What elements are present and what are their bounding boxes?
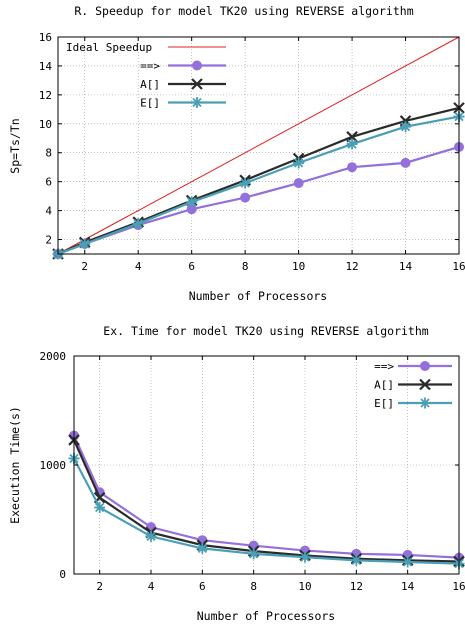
- data-point: [145, 530, 157, 542]
- legend-marker: [191, 97, 203, 108]
- legend-label: E[]: [374, 397, 394, 410]
- series-line-0: [72, 435, 460, 559]
- legend-entry: ==>: [374, 360, 452, 373]
- x-tick-label: 2: [96, 580, 103, 593]
- data-point: [347, 162, 358, 173]
- y-tick-label: 4: [45, 205, 52, 218]
- speedup-chart-series: [52, 36, 465, 260]
- x-tick-label: 8: [242, 260, 249, 273]
- x-tick-label: 10: [292, 260, 305, 273]
- legend-label: E[]: [140, 97, 160, 110]
- x-tick-label: 16: [452, 580, 465, 593]
- speedup-chart-title: R. Speedup for model TK20 using REVERSE …: [74, 4, 413, 18]
- exectime-chart-series: [68, 430, 465, 570]
- x-tick-label: 12: [350, 580, 363, 593]
- legend-label: Ideal Speedup: [66, 41, 152, 54]
- legend-label: A[]: [374, 379, 394, 392]
- legend-marker: [191, 78, 203, 90]
- x-tick-label: 6: [199, 580, 206, 593]
- series-line-1: [72, 439, 460, 563]
- speedup-chart-xlabel: Number of Processors: [189, 289, 327, 303]
- speedup-chart-ticks: 2 4 6 8 10 12 14 16 2 4 6 8 10 12 14 16: [39, 31, 465, 273]
- data-point: [239, 177, 251, 189]
- legend-entry: ==>: [140, 60, 226, 73]
- data-point: [132, 218, 144, 230]
- series-line-3: [57, 115, 460, 256]
- x-tick-label: 10: [298, 580, 311, 593]
- data-point: [400, 157, 411, 168]
- speedup-chart-ylabel: Sp=Ts/Tn: [8, 118, 22, 173]
- legend-entry: A[]: [140, 78, 226, 91]
- legend-marker: [419, 378, 431, 391]
- x-tick-label: 2: [81, 260, 88, 273]
- data-point: [402, 556, 414, 568]
- legend-entry: E[]: [374, 397, 452, 410]
- y-tick-label: 14: [39, 60, 53, 73]
- series-line-0: [57, 36, 460, 255]
- y-tick-label: 16: [39, 31, 52, 44]
- data-point: [196, 542, 208, 554]
- exectime-chart-grid: [74, 356, 460, 574]
- x-tick-label: 6: [188, 260, 195, 273]
- data-point: [248, 548, 260, 560]
- exectime-chart-ylabel: Execution Time(s): [8, 406, 22, 524]
- legend-marker: [420, 361, 430, 371]
- data-point: [186, 196, 198, 208]
- speedup-chart-legend: Ideal Speedup ==> A[] E[]: [66, 41, 226, 110]
- y-tick-label: 6: [45, 176, 52, 189]
- legend-label: A[]: [140, 78, 160, 91]
- exectime-chart-ticks: 2 4 6 8 10 12 14 16 0 1000 2000: [40, 350, 465, 593]
- data-point: [94, 502, 106, 514]
- series-line-1: [57, 145, 460, 256]
- legend-entry: E[]: [140, 97, 226, 110]
- y-tick-label: 12: [39, 89, 52, 102]
- data-point: [350, 554, 362, 566]
- y-tick-label: 1000: [40, 459, 67, 472]
- data-point: [346, 138, 358, 150]
- speedup-chart-frame: [57, 36, 460, 255]
- legend-label: ==>: [374, 360, 394, 373]
- x-tick-label: 4: [148, 580, 155, 593]
- x-tick-label: 12: [345, 260, 358, 273]
- legend-entry: Ideal Speedup: [66, 41, 226, 54]
- speedup-chart: R. Speedup for model TK20 using REVERSE …: [8, 4, 465, 303]
- data-point: [79, 238, 91, 250]
- data-point: [293, 178, 304, 189]
- y-tick-label: 10: [39, 118, 52, 131]
- x-tick-label: 16: [452, 260, 465, 273]
- data-point: [299, 551, 311, 563]
- x-tick-label: 14: [399, 260, 413, 273]
- legend-entry: A[]: [374, 379, 452, 392]
- x-tick-label: 14: [401, 580, 415, 593]
- exectime-chart-title: Ex. Time for model TK20 using REVERSE al…: [103, 324, 428, 338]
- legend-label: ==>: [140, 60, 160, 73]
- y-tick-label: 2: [45, 234, 52, 247]
- y-tick-label: 2000: [40, 350, 67, 363]
- legend-marker: [419, 397, 431, 409]
- legend-marker: [192, 60, 202, 71]
- x-tick-label: 8: [250, 580, 257, 593]
- y-tick-label: 8: [45, 147, 52, 160]
- data-point: [293, 157, 305, 169]
- exectime-chart-legend: ==> A[] E[]: [374, 360, 452, 410]
- x-tick-label: 4: [135, 260, 142, 273]
- y-tick-label: 0: [59, 568, 66, 581]
- data-point: [240, 192, 251, 203]
- exectime-chart-xlabel: Number of Processors: [197, 609, 335, 623]
- data-point: [400, 121, 412, 133]
- exectime-chart: Ex. Time for model TK20 using REVERSE al…: [8, 324, 465, 623]
